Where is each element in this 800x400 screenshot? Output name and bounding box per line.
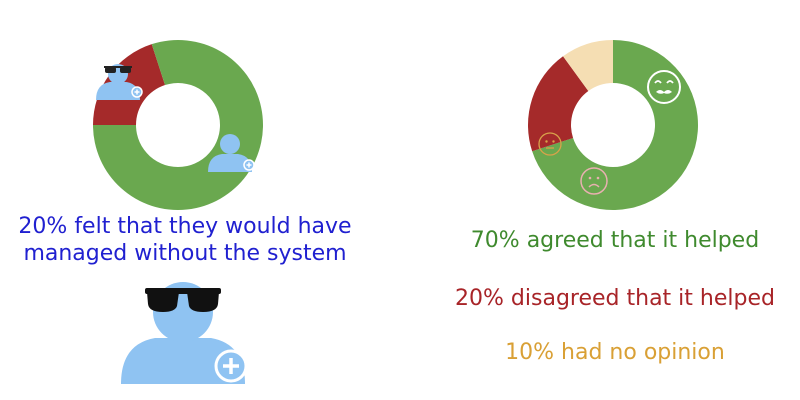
donut-chart-right <box>528 40 698 210</box>
donut-right-slice-2 <box>563 40 613 92</box>
sad-face-icon <box>580 167 608 195</box>
smiley-mustache-icon <box>647 70 681 104</box>
stat-disagreed: 20% disagreed that it helped <box>455 286 775 311</box>
left-caption-line1: 20% felt that they would have <box>18 214 352 239</box>
neutral-face-icon <box>538 132 562 156</box>
left-caption: 20% felt that they would have managed wi… <box>0 213 370 267</box>
large-person-sunglasses-plus-icon <box>121 282 248 384</box>
stat-no-opinion: 10% had no opinion <box>505 340 725 365</box>
left-caption-line2: managed without the system <box>23 241 347 266</box>
stat-agreed: 70% agreed that it helped <box>470 228 760 253</box>
donut-right-slice-1 <box>528 56 589 152</box>
person-sunglasses-plus-icon <box>96 64 143 100</box>
person-plus-icon <box>208 134 255 172</box>
